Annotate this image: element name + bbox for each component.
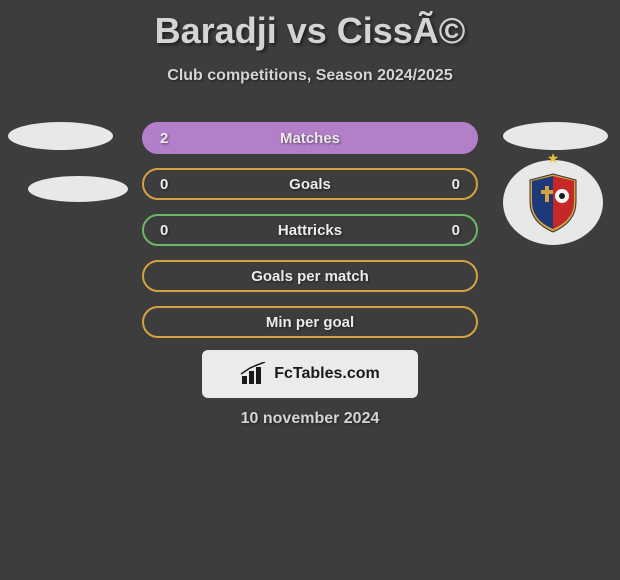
stat-label: Min per goal xyxy=(266,314,354,331)
page-title: Baradji vs CissÃ© xyxy=(0,0,620,52)
stat-right-value: 0 xyxy=(452,176,460,193)
stat-bar: 2 Matches xyxy=(142,122,478,154)
stats-container: 2 Matches 0 Goals 0 0 Hattricks 0 Goals per matc… xyxy=(142,122,478,352)
fctables-logo: FcTables.com xyxy=(202,350,418,398)
player-right-logo: ★ xyxy=(503,122,608,245)
page-subtitle: Club competitions, Season 2024/2025 xyxy=(0,67,620,85)
stat-bar: 0 Goals 0 xyxy=(142,168,478,200)
chart-icon xyxy=(240,362,268,386)
stat-bar: 0 Hattricks 0 xyxy=(142,214,478,246)
stat-left-value: 0 xyxy=(160,222,168,239)
stat-bar: Goals per match xyxy=(142,260,478,292)
star-icon: ★ xyxy=(547,150,560,167)
stat-label: Goals xyxy=(289,176,331,193)
stat-right-value: 0 xyxy=(452,222,460,239)
stat-label: Goals per match xyxy=(251,268,369,285)
placeholder-ellipse xyxy=(28,176,128,202)
stat-label: Matches xyxy=(280,130,340,147)
logo-text: FcTables.com xyxy=(274,365,380,383)
placeholder-ellipse xyxy=(8,122,113,150)
stat-label: Hattricks xyxy=(278,222,342,239)
club-badge: ★ xyxy=(503,160,603,245)
placeholder-ellipse xyxy=(503,122,608,150)
stat-bar: Min per goal xyxy=(142,306,478,338)
stat-left-value: 0 xyxy=(160,176,168,193)
stat-left-value: 2 xyxy=(160,130,168,147)
date-label: 10 november 2024 xyxy=(241,410,380,428)
shield-icon xyxy=(526,172,580,234)
player-left-logo xyxy=(8,122,128,202)
